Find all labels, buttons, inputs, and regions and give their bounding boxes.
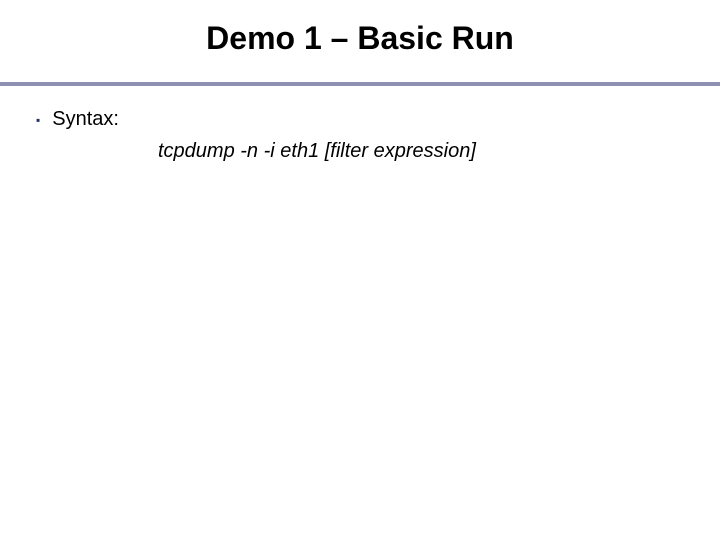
slide-title: Demo 1 – Basic Run	[0, 20, 720, 57]
syntax-command: tcpdump -n -i eth1 [filter expression]	[158, 140, 476, 163]
title-underline	[0, 82, 720, 86]
bullet-row: ▪ Syntax:	[36, 108, 119, 131]
slide: Demo 1 – Basic Run ▪ Syntax: tcpdump -n …	[0, 0, 720, 540]
bullet-marker-icon: ▪	[36, 113, 40, 127]
bullet-label: Syntax:	[52, 108, 119, 131]
